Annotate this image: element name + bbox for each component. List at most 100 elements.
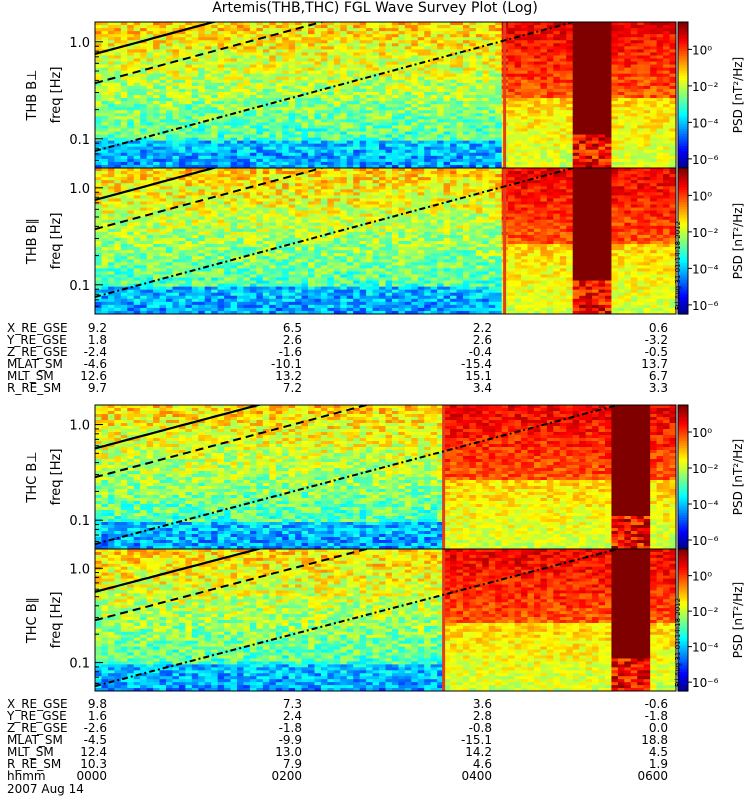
spectrogram-cell (146, 67, 154, 72)
spectrogram-cell (462, 70, 471, 75)
spectrogram-cell (166, 171, 174, 175)
spectrogram-cell (282, 164, 290, 168)
spectrogram-cell (288, 149, 296, 154)
spectrogram-cell (340, 119, 348, 123)
spectrogram-cell (559, 116, 567, 120)
spectrogram-cell (153, 259, 161, 263)
spectrogram-cell (508, 46, 516, 50)
spectrogram-cell (553, 113, 561, 117)
spectrogram-cell (559, 40, 567, 44)
spectrogram-cell (553, 110, 561, 114)
colorbar-cell (678, 143, 688, 147)
spectrogram-cell (114, 213, 122, 218)
spectrogram-cell (198, 164, 206, 168)
spectrogram-cell (559, 79, 567, 84)
spectrogram-cell (191, 55, 199, 60)
spectrogram-cell (314, 128, 322, 133)
spectrogram-cell (495, 104, 503, 108)
spectrogram-cell (379, 37, 387, 41)
spectrogram-cell (617, 107, 625, 111)
spectrogram-cell (417, 158, 425, 163)
spectrogram-cell (566, 119, 574, 123)
spectrogram-cell (508, 143, 516, 148)
spectrogram-cell (95, 107, 103, 111)
spectrogram-cell (295, 143, 303, 148)
spectrogram-cell (643, 152, 651, 157)
spectrogram-cell (656, 107, 664, 111)
spectrogram-cell (191, 107, 199, 111)
spectrogram-cell (669, 91, 676, 96)
spectrogram-cell (230, 161, 238, 166)
spectrogram-cell (269, 113, 277, 117)
spectrogram-cell (230, 67, 238, 72)
spectrogram-cell (211, 116, 219, 120)
spectrogram-cell (514, 122, 522, 127)
spectrogram-cell (327, 128, 335, 133)
spectrogram-cell (159, 116, 167, 120)
spectrogram-cell (107, 286, 115, 291)
spectrogram-cell (107, 207, 115, 212)
spectrogram-cell (585, 76, 593, 81)
spectrogram-cell (120, 259, 128, 263)
spectrogram-cell (146, 116, 154, 120)
spectrogram-cell (450, 107, 458, 111)
spectrogram-cell (592, 34, 600, 38)
spectrogram-cell (475, 95, 483, 99)
spectrogram-cell (475, 161, 483, 166)
spectrogram-cell (572, 49, 580, 54)
spectrogram-cell (282, 49, 290, 54)
spectrogram-cell (540, 43, 548, 47)
spectrogram-cell (650, 73, 658, 78)
spectrogram-cell (462, 137, 471, 142)
spectrogram-cell (650, 37, 658, 41)
spectrogram-cell (185, 161, 193, 166)
spectrogram-cell (237, 76, 245, 81)
spectrogram-cell (404, 137, 412, 142)
spectrogram-cell (146, 34, 154, 38)
spectrogram-cell (450, 88, 458, 93)
spectrogram-cell (320, 107, 328, 111)
spectrogram-cell (656, 34, 664, 38)
spectrogram-cell (114, 292, 122, 297)
spectrogram-cell (295, 98, 303, 102)
spectrogram-cell (198, 76, 206, 81)
spectrogram-cell (204, 107, 212, 111)
spectrogram-cell (120, 95, 128, 99)
spectrogram-cell (237, 61, 245, 66)
spectrogram-cell (333, 55, 341, 60)
spectrogram-cell (101, 61, 109, 66)
spectrogram-cell (663, 67, 671, 72)
spectrogram-cell (379, 55, 387, 60)
spectrogram-cell (553, 37, 561, 41)
spectrogram-cell (178, 43, 186, 47)
spectrogram-cell (663, 164, 671, 168)
spectrogram-cell (256, 40, 264, 44)
spectrogram-cell (424, 95, 432, 99)
spectrogram-cell (482, 122, 490, 127)
spectrogram-cell (185, 64, 193, 69)
spectrogram-cell (456, 34, 464, 38)
spectrogram-cell (643, 22, 651, 26)
spectrogram-cell (372, 113, 380, 117)
spectrogram-cell (295, 146, 303, 151)
spectrogram-cell (346, 22, 354, 26)
spectrogram-cell (643, 137, 651, 142)
spectrogram-cell (217, 25, 225, 29)
spectrogram-cell (146, 216, 154, 221)
spectrogram-cell (604, 67, 613, 72)
spectrogram-cell (314, 137, 322, 142)
spectrogram-cell (127, 79, 135, 84)
spectrogram-cell (107, 174, 115, 178)
spectrogram-cell (443, 31, 451, 35)
spectrogram-cell (153, 241, 161, 245)
spectrogram-cell (488, 58, 496, 63)
spectrogram-cell (166, 37, 174, 41)
colorbar-cell (678, 104, 688, 108)
spectrogram-cell (663, 110, 671, 114)
colorbar-cell (678, 36, 688, 40)
spectrogram-cell (366, 155, 374, 160)
spectrogram-cell (159, 140, 167, 145)
spectrogram-cell (320, 131, 328, 136)
spectrogram-cell (256, 46, 264, 50)
spectrogram-cell (521, 134, 529, 139)
